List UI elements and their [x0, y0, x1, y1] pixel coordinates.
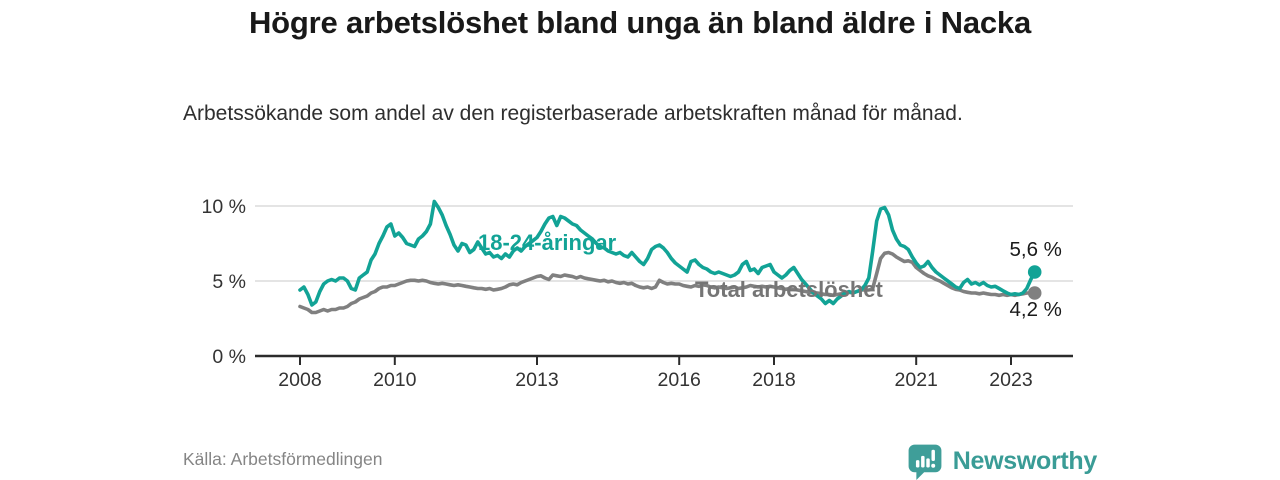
end-value-label: 4,2 %	[1009, 298, 1061, 321]
x-tick-label: 2008	[278, 369, 321, 391]
newsworthy-brand: Newsworthy	[906, 442, 1097, 480]
series-label-total: Total arbetslöshet	[695, 277, 884, 302]
brand-name: Newsworthy	[952, 446, 1098, 475]
y-tick-label: 10 %	[202, 196, 246, 218]
y-tick-label: 5 %	[212, 271, 246, 293]
line-total	[298, 250, 1037, 315]
x-tick-label: 2023	[989, 369, 1032, 391]
source-note: Källa: Arbetsförmedlingen	[183, 449, 383, 469]
end-value-label: 5,6 %	[1009, 238, 1061, 261]
x-tick-label: 2016	[658, 369, 701, 391]
end-dot-total	[1027, 286, 1042, 300]
chart-subtitle: Arbetssökande som andel av den registerb…	[183, 102, 963, 125]
bar-chart-speech-bubble-icon	[908, 444, 942, 480]
line-young	[298, 199, 1037, 307]
y-tick-label: 0 %	[212, 346, 246, 368]
series-label-young: 18-24-åringar	[478, 230, 617, 255]
x-tick-label: 2013	[515, 369, 558, 391]
page-title: Högre arbetslöshet bland unga än bland ä…	[248, 5, 1031, 40]
x-tick-label: 2010	[373, 369, 417, 391]
x-tick-label: 2018	[752, 369, 795, 391]
x-tick-label: 2021	[895, 369, 938, 391]
end-dot-young	[1027, 265, 1042, 279]
